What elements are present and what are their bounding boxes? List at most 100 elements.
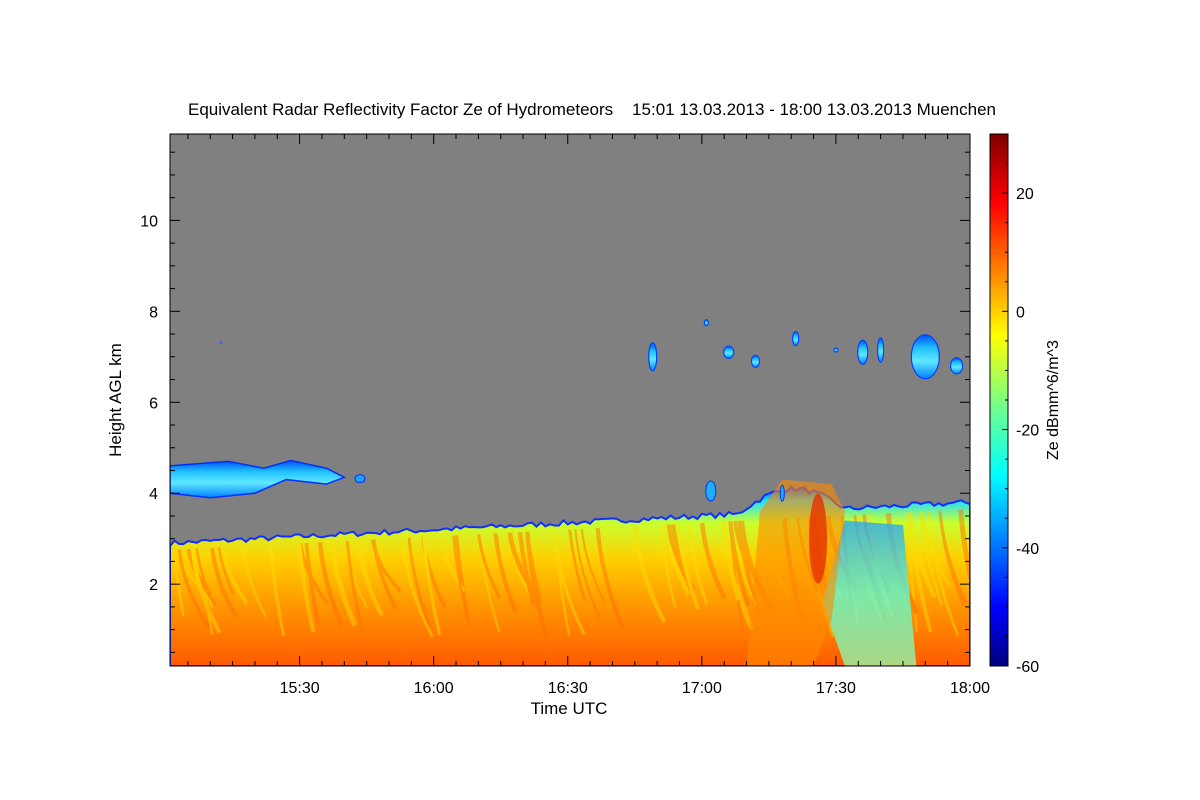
colorbar-tick-label: 0 <box>1016 304 1025 321</box>
rain-streak <box>676 523 701 610</box>
rain-streak <box>595 528 626 630</box>
upper-cloud-patch <box>703 319 709 327</box>
x-tick-label: 16:00 <box>414 680 454 697</box>
rain-streak <box>525 531 543 604</box>
rain-streak <box>192 548 215 609</box>
x-tick-label: 17:30 <box>816 680 856 697</box>
rain-streak <box>422 536 442 636</box>
upper-cloud-patch <box>949 357 964 375</box>
rain-streak <box>421 536 447 609</box>
rain-streak <box>186 548 213 596</box>
rain-streak <box>452 535 472 629</box>
x-axis: 15:30 16:00 16:30 17:00 17:30 18:00 <box>187 134 990 697</box>
y-tick-label: 2 <box>149 577 158 594</box>
x-tick-label: 17:00 <box>682 680 722 697</box>
upper-cloud-patch <box>723 345 735 359</box>
rain-streak <box>687 523 709 605</box>
rain-streak <box>438 535 466 592</box>
colorbar-tick-label: 20 <box>1016 186 1034 203</box>
rain-streak <box>176 549 201 588</box>
x-tick-label: 16:30 <box>548 680 588 697</box>
rain-streak <box>478 534 501 633</box>
upper-cloud-patch <box>648 342 658 372</box>
rain-streak <box>268 544 286 637</box>
upper-cloud-patch <box>857 339 869 365</box>
rain-streak <box>728 521 751 606</box>
rain-streak <box>171 549 185 617</box>
y-tick-label: 6 <box>149 395 158 412</box>
rain-streak <box>663 524 691 596</box>
colorbar: 20 0 -20 -40 -60 Ze dBmm^6/m^3 <box>989 133 1062 676</box>
cloud-fragment <box>779 484 785 502</box>
colorbar-tick-label: -40 <box>1016 541 1039 558</box>
rain-streak <box>317 542 344 627</box>
rain-streak <box>345 540 365 632</box>
early-mid-level-cloud <box>170 459 347 499</box>
rain-streak <box>190 548 222 634</box>
rain-streak <box>356 540 384 617</box>
rain-streak <box>297 543 316 633</box>
rain-streak <box>659 524 677 608</box>
upper-cloud-patch <box>750 354 761 368</box>
y-tick-label: 8 <box>149 304 158 321</box>
rain-streak <box>371 539 398 610</box>
rain-streak <box>401 538 434 638</box>
y-axis: 2 4 6 8 10 <box>140 151 970 653</box>
rain-streak <box>921 511 952 588</box>
rain-streak <box>907 511 937 599</box>
rain-streak <box>493 533 518 613</box>
weak-echo-region <box>822 520 917 666</box>
rain-streak <box>958 509 970 586</box>
x-axis-label: Time UTC <box>531 699 608 718</box>
rain-streak <box>938 510 968 604</box>
rain-streak <box>507 532 540 598</box>
rain-streak <box>298 543 329 604</box>
chart-title: Equivalent Radar Reflectivity Factor Ze … <box>188 100 996 119</box>
rain-streak <box>210 547 238 618</box>
rain-streak <box>699 522 727 600</box>
rain-streak <box>553 530 571 636</box>
rain-streak <box>580 528 605 602</box>
x-tick-label: 15:30 <box>280 680 320 697</box>
cloud-fragment <box>354 474 366 484</box>
rain-streak <box>908 512 933 633</box>
rain-streak <box>633 526 667 623</box>
convective-core <box>809 493 828 584</box>
rain-streak <box>927 511 960 637</box>
rain-streak <box>343 540 369 609</box>
colorbar-tick-label: -60 <box>1016 659 1039 676</box>
rain-streak <box>525 531 548 637</box>
rain-streak <box>210 547 223 594</box>
rain-streak <box>728 521 745 633</box>
rain-streak <box>506 532 533 598</box>
rain-streak <box>568 529 586 601</box>
rain-streak <box>454 535 470 621</box>
rain-streak <box>329 541 358 627</box>
cloud-fragment <box>705 480 717 502</box>
x-tick-label: 18:00 <box>950 680 990 697</box>
rain-streak <box>217 547 235 596</box>
rain-streak <box>177 549 211 629</box>
rain-streak <box>919 511 944 606</box>
upper-cloud-patch <box>792 331 800 347</box>
rain-streak <box>304 542 320 625</box>
rain-streak <box>517 531 536 607</box>
upper-cloud-patch <box>910 334 940 380</box>
rain-streak <box>671 524 695 596</box>
plot-frame <box>169 133 971 667</box>
rain-streak <box>553 530 586 636</box>
rain-streak <box>198 548 214 635</box>
y-axis-label: Height AGL km <box>106 343 125 457</box>
rain-streak <box>195 548 212 598</box>
y-tick-label: 10 <box>140 213 158 230</box>
rain-streak <box>477 534 501 599</box>
rain-streak <box>241 546 267 618</box>
rain-streak <box>220 547 249 605</box>
rain-streak <box>666 524 696 592</box>
rain-streak <box>407 537 432 629</box>
rain-streak <box>370 539 402 593</box>
rain-streak <box>938 510 965 607</box>
rain-streak <box>574 529 602 620</box>
cloud-fragment <box>219 340 223 344</box>
